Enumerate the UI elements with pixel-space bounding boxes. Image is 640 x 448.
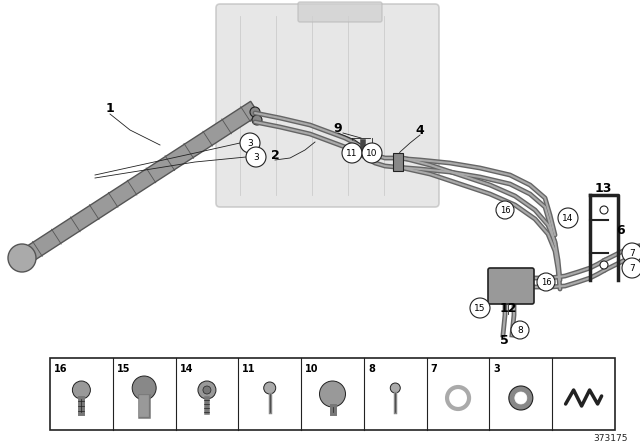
Circle shape: [390, 383, 400, 393]
Text: 7: 7: [629, 249, 635, 258]
Circle shape: [470, 298, 490, 318]
Circle shape: [342, 143, 362, 163]
Circle shape: [509, 386, 533, 410]
Circle shape: [537, 273, 555, 291]
Circle shape: [252, 115, 262, 125]
Text: 15: 15: [474, 303, 486, 313]
Text: 2: 2: [271, 148, 280, 161]
Text: 3: 3: [253, 152, 259, 161]
Circle shape: [622, 243, 640, 263]
Circle shape: [362, 143, 382, 163]
Circle shape: [246, 147, 266, 167]
Text: 11: 11: [346, 148, 358, 158]
Circle shape: [515, 392, 527, 404]
Text: 373175: 373175: [593, 434, 628, 443]
Text: 1: 1: [106, 102, 115, 115]
Text: 8: 8: [517, 326, 523, 335]
Text: 16: 16: [541, 277, 551, 287]
Bar: [393, 153, 403, 171]
Text: 9: 9: [333, 121, 342, 134]
Circle shape: [203, 386, 211, 394]
Circle shape: [558, 208, 578, 228]
FancyBboxPatch shape: [488, 268, 534, 304]
Text: 11: 11: [243, 364, 256, 374]
Text: 12: 12: [499, 302, 516, 314]
Circle shape: [72, 381, 90, 399]
Text: 3: 3: [493, 364, 500, 374]
Text: 16: 16: [500, 206, 510, 215]
Text: 10: 10: [305, 364, 319, 374]
Text: 7: 7: [629, 263, 635, 272]
Circle shape: [250, 107, 260, 117]
Text: 6: 6: [617, 224, 625, 237]
Circle shape: [198, 381, 216, 399]
Text: 15: 15: [116, 364, 131, 374]
Text: 5: 5: [500, 333, 508, 346]
Polygon shape: [24, 101, 259, 262]
Text: 7: 7: [431, 364, 437, 374]
Circle shape: [600, 261, 608, 269]
Circle shape: [511, 321, 529, 339]
Circle shape: [496, 201, 514, 219]
Circle shape: [240, 133, 260, 153]
Text: 13: 13: [595, 181, 612, 194]
Text: 14: 14: [563, 214, 573, 223]
Text: 14: 14: [180, 364, 193, 374]
Circle shape: [600, 206, 608, 214]
Bar: [50, 358, 615, 430]
Circle shape: [8, 244, 36, 272]
Text: 4: 4: [415, 124, 424, 137]
Circle shape: [447, 387, 469, 409]
Circle shape: [319, 381, 346, 407]
Circle shape: [132, 376, 156, 400]
FancyBboxPatch shape: [216, 4, 439, 207]
Text: 3: 3: [247, 138, 253, 147]
FancyBboxPatch shape: [298, 2, 382, 22]
Circle shape: [622, 258, 640, 278]
Text: 10: 10: [366, 148, 378, 158]
Text: 16: 16: [54, 364, 67, 374]
Circle shape: [264, 382, 276, 394]
Text: 8: 8: [368, 364, 375, 374]
